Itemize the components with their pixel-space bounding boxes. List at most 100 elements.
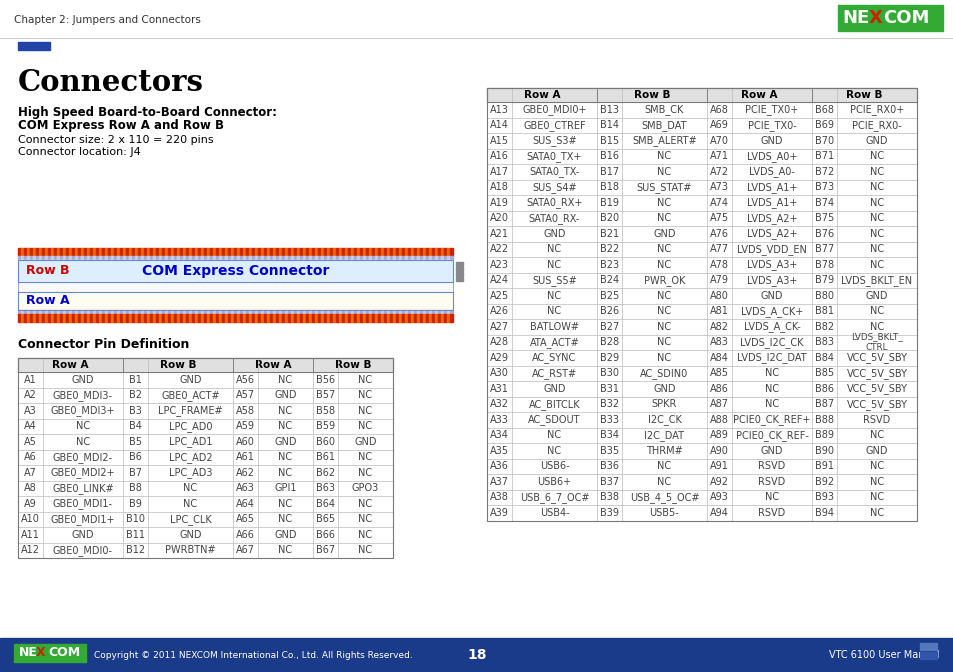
Text: GND: GND xyxy=(274,530,296,540)
Text: B39: B39 xyxy=(599,508,618,517)
Bar xyxy=(168,256,171,260)
Bar xyxy=(162,314,165,322)
Text: GND: GND xyxy=(653,384,675,394)
Bar xyxy=(395,248,398,256)
Bar xyxy=(422,248,426,256)
Bar xyxy=(225,248,228,256)
Bar xyxy=(42,310,45,314)
Text: B10: B10 xyxy=(126,514,145,524)
Bar xyxy=(837,5,942,31)
Bar xyxy=(111,310,113,314)
Bar xyxy=(348,256,351,260)
Bar xyxy=(18,358,393,372)
Bar xyxy=(198,248,201,256)
Bar xyxy=(375,248,377,256)
Bar xyxy=(359,248,363,256)
Text: A94: A94 xyxy=(709,508,728,517)
Text: A77: A77 xyxy=(709,244,728,254)
Bar xyxy=(87,248,90,256)
Bar xyxy=(162,248,165,256)
Bar xyxy=(18,260,453,282)
Bar xyxy=(90,310,92,314)
Bar xyxy=(233,248,236,256)
Bar xyxy=(159,248,162,256)
Bar xyxy=(309,310,312,314)
Bar xyxy=(30,256,33,260)
Text: B38: B38 xyxy=(599,493,618,502)
Bar xyxy=(416,314,419,322)
Text: LPC_AD3: LPC_AD3 xyxy=(169,467,212,478)
Bar xyxy=(330,248,333,256)
Text: NC: NC xyxy=(358,375,373,385)
Text: LPC_CLK: LPC_CLK xyxy=(170,514,212,525)
Bar xyxy=(33,248,36,256)
Text: NC: NC xyxy=(869,306,883,317)
Bar xyxy=(132,310,135,314)
Bar xyxy=(324,314,327,322)
Bar xyxy=(243,314,246,322)
Bar xyxy=(440,314,443,322)
Bar xyxy=(456,277,462,281)
Bar xyxy=(60,256,63,260)
Bar xyxy=(252,310,254,314)
Text: NC: NC xyxy=(657,476,671,487)
Bar xyxy=(372,256,375,260)
Text: GBE0_CTREF: GBE0_CTREF xyxy=(522,120,585,130)
Text: A9: A9 xyxy=(24,499,37,509)
Bar xyxy=(81,310,84,314)
Bar xyxy=(267,314,270,322)
Text: A1: A1 xyxy=(24,375,37,385)
Text: NC: NC xyxy=(278,452,293,462)
Bar xyxy=(141,248,144,256)
Bar xyxy=(246,256,249,260)
Bar xyxy=(312,248,314,256)
Bar xyxy=(152,248,156,256)
Text: NC: NC xyxy=(547,260,561,269)
Text: A79: A79 xyxy=(709,276,728,285)
Bar xyxy=(416,256,419,260)
Bar xyxy=(36,248,39,256)
Bar xyxy=(486,443,916,458)
Bar xyxy=(99,314,102,322)
Text: GBE0_MDI3-: GBE0_MDI3- xyxy=(53,390,112,401)
Bar xyxy=(132,314,135,322)
Bar xyxy=(486,88,597,102)
Bar xyxy=(437,310,440,314)
Bar xyxy=(177,256,180,260)
Bar xyxy=(345,314,348,322)
Bar xyxy=(84,256,87,260)
Bar xyxy=(111,314,113,322)
Bar xyxy=(299,314,303,322)
Bar xyxy=(192,310,194,314)
Text: LVDS_A2+: LVDS_A2+ xyxy=(746,228,797,239)
Bar xyxy=(138,256,141,260)
Bar xyxy=(312,256,314,260)
Bar xyxy=(171,256,173,260)
Bar xyxy=(57,248,60,256)
Text: A65: A65 xyxy=(235,514,254,524)
Bar xyxy=(204,256,207,260)
Text: LVDS_A0-: LVDS_A0- xyxy=(748,166,794,177)
Bar xyxy=(18,496,393,511)
Bar xyxy=(228,256,231,260)
Bar xyxy=(369,310,372,314)
Bar xyxy=(363,314,366,322)
Text: B21: B21 xyxy=(599,228,618,239)
Bar xyxy=(435,256,437,260)
Bar xyxy=(486,149,916,164)
Text: High Speed Board-to-Board Connector:: High Speed Board-to-Board Connector: xyxy=(18,106,276,119)
Text: X: X xyxy=(36,646,46,659)
Bar xyxy=(432,310,435,314)
Text: Connector location: J4: Connector location: J4 xyxy=(18,147,141,157)
Bar xyxy=(210,248,213,256)
Bar xyxy=(398,256,401,260)
Text: Row A: Row A xyxy=(26,294,70,308)
Text: B79: B79 xyxy=(814,276,833,285)
Bar xyxy=(249,256,252,260)
Text: A93: A93 xyxy=(709,493,728,502)
Bar xyxy=(240,256,243,260)
Text: B90: B90 xyxy=(814,446,833,456)
Text: NC: NC xyxy=(278,375,293,385)
Bar xyxy=(180,248,183,256)
Bar xyxy=(356,314,359,322)
